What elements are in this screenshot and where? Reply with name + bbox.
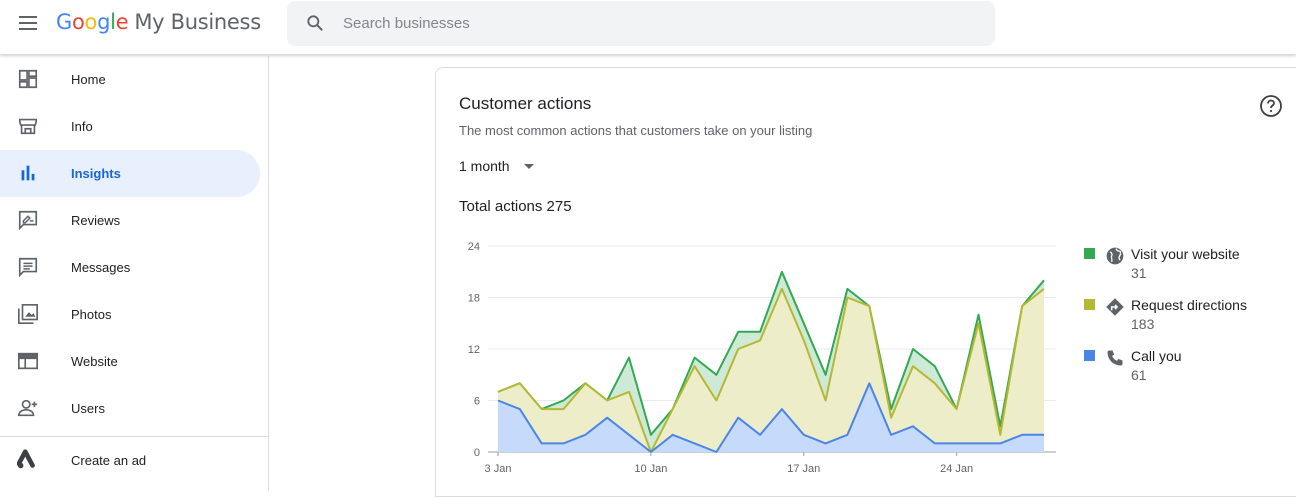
- legend-item-calls: Call you 61: [1084, 346, 1294, 397]
- y-tick-label: 6: [474, 396, 480, 408]
- sidebar-item-label: Photos: [71, 307, 112, 322]
- y-tick-label: 0: [474, 447, 480, 459]
- help-icon[interactable]: [1259, 94, 1283, 118]
- phone-icon: [1107, 350, 1123, 366]
- search-input[interactable]: [343, 11, 943, 35]
- y-tick-label: 24: [468, 241, 480, 253]
- chat-icon: [18, 257, 38, 278]
- person-add-icon: [18, 399, 38, 417]
- legend-item-website: Visit your website 31: [1084, 244, 1294, 295]
- logo-letter: o: [71, 10, 85, 34]
- search-bar[interactable]: [287, 1, 995, 46]
- hamburger-line: [19, 28, 37, 30]
- sidebar-item-label: Insights: [71, 166, 121, 181]
- dashboard-icon: [18, 69, 38, 89]
- logo-letter: l: [110, 10, 116, 34]
- logo-product-name: My Business: [134, 10, 261, 34]
- sidebar-item-label: Info: [71, 119, 93, 134]
- photo-library-icon: [18, 304, 38, 324]
- x-tick-label: 3 Jan: [485, 463, 512, 475]
- storefront-icon: [18, 118, 38, 135]
- customer-actions-chart: 0 6 12 18 24 3 Jan 10 Jan 17 Jan 24 Jan: [468, 241, 1056, 475]
- sidebar-item-label: Home: [71, 72, 106, 87]
- period-value: 1 month: [459, 158, 510, 174]
- directions-icon: [1106, 298, 1124, 316]
- total-actions: Total actions 275: [459, 198, 572, 215]
- y-tick-label: 12: [468, 344, 480, 356]
- y-tick-label: 18: [468, 293, 480, 305]
- logo-letter: g: [97, 10, 111, 34]
- customer-actions-card: Customer actions The most common actions…: [435, 67, 1296, 497]
- main-menu-button[interactable]: [14, 11, 42, 35]
- legend-label: Visit your website: [1131, 246, 1240, 262]
- sidebar-item-messages[interactable]: Messages: [0, 244, 268, 291]
- chart-legend: Visit your website 31 Request directions…: [1084, 244, 1294, 397]
- card-title: Customer actions: [459, 94, 592, 113]
- card-subtitle: The most common actions that customers t…: [459, 123, 813, 138]
- logo-letter: o: [84, 10, 98, 34]
- search-icon[interactable]: [305, 13, 325, 33]
- hamburger-line: [19, 22, 37, 24]
- x-tick-label: 17 Jan: [787, 463, 820, 475]
- chevron-down-icon: [523, 163, 534, 169]
- sidebar-item-label: Create an ad: [71, 453, 147, 468]
- sidebar-item-label: Users: [71, 401, 105, 416]
- logo-letter: G: [56, 10, 72, 34]
- legend-label: Call you: [1131, 348, 1182, 364]
- legend-value: 61: [1131, 367, 1147, 383]
- sidebar-item-home[interactable]: Home: [0, 56, 268, 103]
- legend-swatch: [1084, 299, 1095, 310]
- sidebar-item-reviews[interactable]: Reviews: [0, 197, 268, 244]
- legend-swatch: [1084, 248, 1095, 259]
- sidebar-item-users[interactable]: Users: [0, 385, 268, 432]
- google-my-business-logo[interactable]: Google My Business: [56, 10, 261, 34]
- x-tick-label: 10 Jan: [634, 463, 667, 475]
- top-app-bar: Google My Business: [0, 0, 1296, 55]
- bar-chart-icon: [21, 165, 35, 181]
- sidebar-item-create-ad[interactable]: Create an ad: [0, 437, 268, 484]
- legend-value: 183: [1131, 316, 1155, 332]
- logo-letter: e: [115, 10, 129, 34]
- sidebar-item-info[interactable]: Info: [0, 103, 268, 150]
- sidebar-item-label: Website: [71, 354, 118, 369]
- legend-label: Request directions: [1131, 297, 1247, 313]
- legend-value: 31: [1131, 265, 1147, 281]
- sidebar-item-insights[interactable]: Insights: [0, 150, 260, 197]
- x-tick-label: 24 Jan: [940, 463, 973, 475]
- sidebar-item-label: Reviews: [71, 213, 121, 228]
- sidebar-item-website[interactable]: Website: [0, 338, 268, 385]
- globe-icon: [1106, 247, 1124, 265]
- google-ads-icon: [17, 449, 35, 469]
- series-area-directions: [498, 288, 1044, 452]
- sidebar-divider: [0, 436, 268, 437]
- period-dropdown[interactable]: 1 month: [459, 158, 534, 174]
- sidebar-nav: Home Info Insights Reviews Messages: [0, 56, 269, 491]
- series-line-calls: [497, 382, 1044, 453]
- series-line-directions: [497, 287, 1045, 453]
- series-area-calls: [498, 383, 1044, 452]
- hamburger-line: [19, 16, 37, 18]
- rate-review-icon: [18, 210, 38, 231]
- sidebar-item-label: Messages: [71, 260, 131, 275]
- legend-swatch: [1084, 350, 1095, 361]
- legend-item-directions: Request directions 183: [1084, 295, 1294, 346]
- sidebar-item-photos[interactable]: Photos: [0, 291, 268, 338]
- web-icon: [18, 352, 38, 370]
